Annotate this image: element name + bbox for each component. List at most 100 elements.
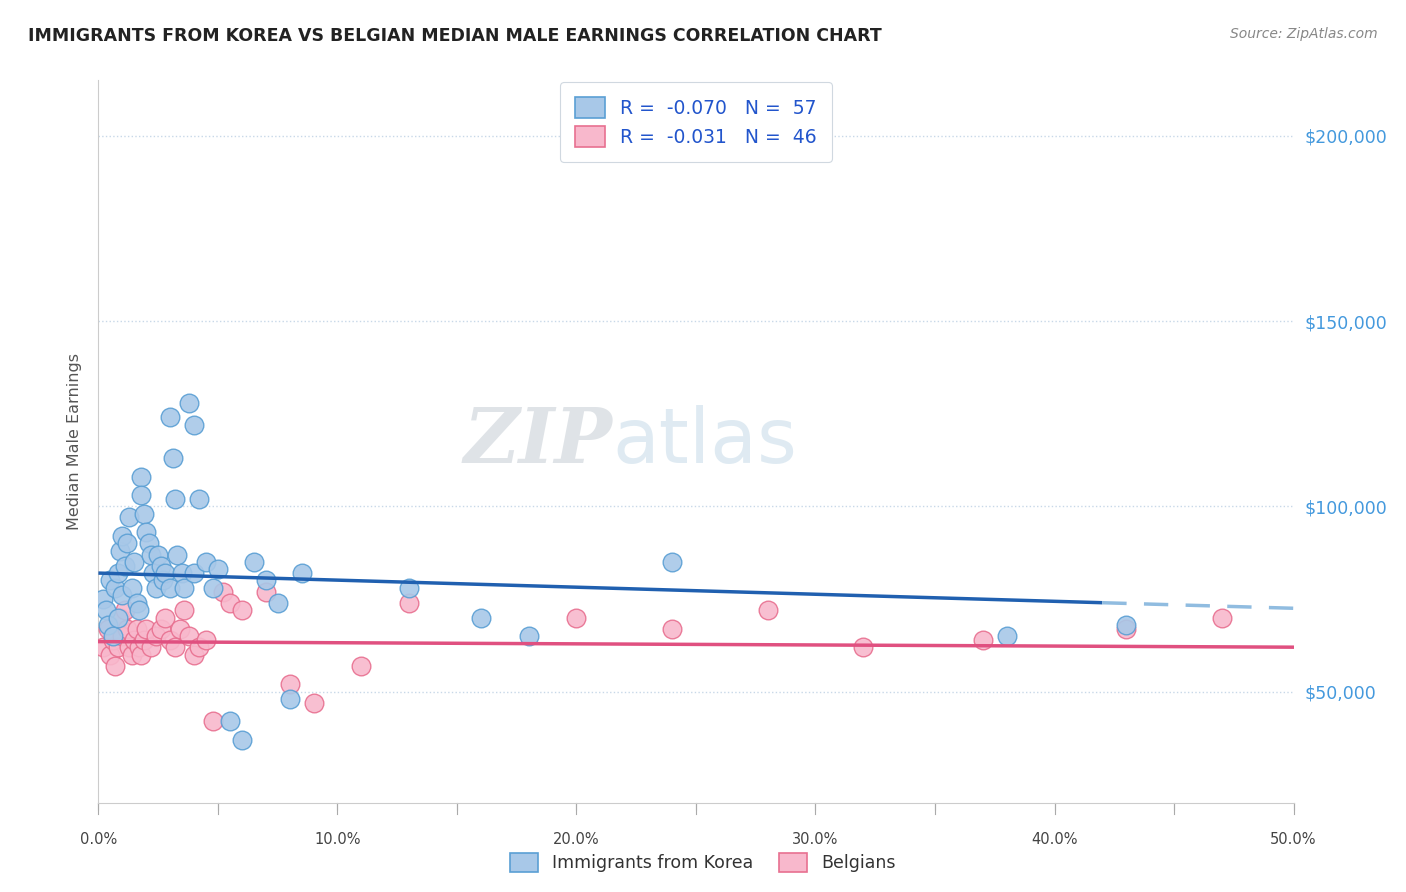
Point xyxy=(162,451,184,466)
Point xyxy=(169,622,191,636)
Point xyxy=(159,581,181,595)
Point xyxy=(756,603,779,617)
Legend: R =  -0.070   N =  57, R =  -0.031   N =  46: R = -0.070 N = 57, R = -0.031 N = 46 xyxy=(560,82,832,161)
Point xyxy=(118,510,141,524)
Point xyxy=(148,548,170,562)
Point xyxy=(131,469,153,483)
Text: 40.0%: 40.0% xyxy=(1031,832,1078,847)
Point xyxy=(98,574,122,588)
Point xyxy=(179,629,201,643)
Point xyxy=(517,629,540,643)
Point xyxy=(231,603,253,617)
Text: atlas: atlas xyxy=(613,405,797,478)
Point xyxy=(131,648,153,662)
Point xyxy=(138,536,160,550)
Point xyxy=(125,622,148,636)
Point xyxy=(145,629,167,643)
Point xyxy=(108,544,131,558)
Point xyxy=(107,566,129,580)
Point xyxy=(145,581,167,595)
Point xyxy=(107,640,129,655)
Point xyxy=(139,640,162,655)
Point xyxy=(98,648,122,662)
Point xyxy=(661,622,683,636)
Point xyxy=(972,632,994,647)
Text: 30.0%: 30.0% xyxy=(793,832,838,847)
Point xyxy=(995,629,1018,643)
Point xyxy=(107,610,129,624)
Point xyxy=(183,566,205,580)
Point xyxy=(97,618,120,632)
Text: IMMIGRANTS FROM KOREA VS BELGIAN MEDIAN MALE EARNINGS CORRELATION CHART: IMMIGRANTS FROM KOREA VS BELGIAN MEDIAN … xyxy=(28,27,882,45)
Point xyxy=(142,566,165,580)
Point xyxy=(104,581,127,595)
Point xyxy=(159,632,181,647)
Point xyxy=(121,581,143,595)
Point xyxy=(115,622,138,636)
Point xyxy=(135,525,157,540)
Point xyxy=(124,555,146,569)
Point xyxy=(187,491,209,506)
Point xyxy=(94,603,117,617)
Point xyxy=(278,692,301,706)
Point xyxy=(111,629,134,643)
Point xyxy=(398,596,420,610)
Point xyxy=(124,632,146,647)
Point xyxy=(149,622,172,636)
Point xyxy=(132,632,155,647)
Point xyxy=(149,558,172,573)
Point xyxy=(202,581,225,595)
Point xyxy=(139,548,162,562)
Point xyxy=(104,658,127,673)
Point xyxy=(166,548,188,562)
Point xyxy=(211,584,233,599)
Point xyxy=(565,610,588,624)
Point xyxy=(132,507,155,521)
Point xyxy=(128,640,150,655)
Point xyxy=(155,610,177,624)
Point xyxy=(183,648,205,662)
Point xyxy=(152,574,174,588)
Point xyxy=(111,588,134,602)
Point xyxy=(291,566,314,580)
Point xyxy=(470,610,492,624)
Point xyxy=(155,566,177,580)
Text: 20.0%: 20.0% xyxy=(553,832,600,847)
Point xyxy=(125,596,148,610)
Point xyxy=(1115,622,1137,636)
Point xyxy=(302,696,325,710)
Point xyxy=(97,622,120,636)
Text: Source: ZipAtlas.com: Source: ZipAtlas.com xyxy=(1230,27,1378,41)
Point xyxy=(183,417,205,432)
Point xyxy=(350,658,373,673)
Point xyxy=(115,536,138,550)
Text: 10.0%: 10.0% xyxy=(314,832,361,847)
Point xyxy=(108,610,131,624)
Text: 50.0%: 50.0% xyxy=(1270,832,1317,847)
Point xyxy=(231,732,253,747)
Point xyxy=(1211,610,1233,624)
Point xyxy=(173,581,195,595)
Point xyxy=(202,714,225,729)
Point xyxy=(101,632,124,647)
Legend: Immigrants from Korea, Belgians: Immigrants from Korea, Belgians xyxy=(503,846,903,879)
Point xyxy=(173,603,195,617)
Point xyxy=(101,629,124,643)
Point xyxy=(91,640,114,655)
Point xyxy=(219,714,242,729)
Point xyxy=(207,562,229,576)
Point xyxy=(195,632,218,647)
Point xyxy=(172,566,194,580)
Point xyxy=(243,555,266,569)
Point xyxy=(278,677,301,691)
Point xyxy=(661,555,683,569)
Point xyxy=(118,640,141,655)
Point xyxy=(131,488,153,502)
Point xyxy=(91,592,114,607)
Y-axis label: Median Male Earnings: Median Male Earnings xyxy=(67,353,83,530)
Point xyxy=(254,584,277,599)
Text: 0.0%: 0.0% xyxy=(80,832,117,847)
Point xyxy=(163,491,186,506)
Point xyxy=(114,603,136,617)
Point xyxy=(128,603,150,617)
